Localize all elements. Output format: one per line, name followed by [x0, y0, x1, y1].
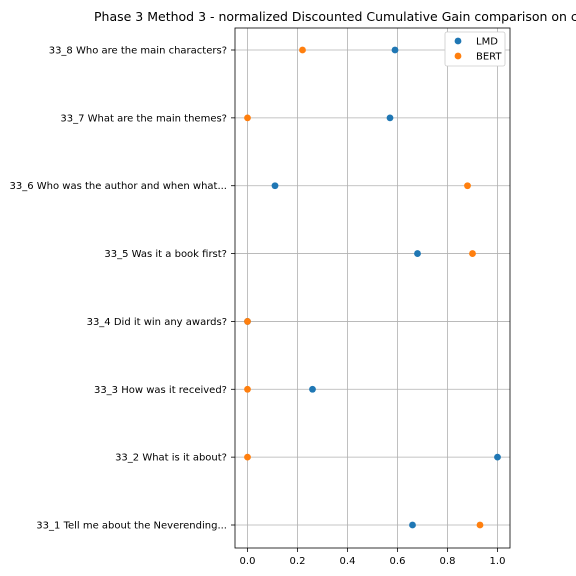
point-lmd-2 [271, 182, 279, 190]
y-category-label: 33_1 Tell me about the Neverending... [36, 521, 227, 532]
y-category-label: 33_3 How was it received? [94, 385, 227, 396]
point-bert-0 [299, 46, 306, 54]
y-category-label: 33_8 Who are the main characters? [49, 46, 227, 57]
legend-marker-lmd [454, 37, 462, 45]
y-category-label: 33_5 Was it a book first? [104, 249, 227, 260]
legend-marker-bert [454, 52, 462, 60]
x-tick-label: 1.0 [490, 556, 506, 567]
x-tick-label: 0.8 [440, 556, 456, 567]
point-bert-4 [244, 318, 251, 325]
point-bert-2 [464, 182, 471, 190]
point-bert-7 [476, 521, 484, 529]
x-tick-label: 0.6 [390, 556, 406, 567]
point-bert-3 [469, 250, 476, 257]
label-layer: 0.0 0.2 0.4 0.6 0.8 1.0 33_8 Who are the main … [10, 46, 506, 568]
point-lmd-0 [391, 46, 399, 54]
legend: LMD BERT [444, 31, 506, 67]
point-lmd-3 [414, 250, 421, 257]
y-category-label: 33_4 Did it win any awards? [87, 317, 227, 328]
point-lmd-5 [309, 385, 316, 393]
grid-layer [231, 28, 510, 552]
x-tick-label: 0.2 [290, 556, 306, 567]
y-category-label: 33_7 What are the main themes? [60, 113, 227, 124]
y-category-label: 33_6 Who was the author and when what... [10, 181, 228, 192]
chart-title: Phase 3 Method 3 - normalized Discounted… [94, 9, 576, 24]
plot-frame [234, 27, 511, 549]
legend-label-bert: BERT [476, 52, 502, 63]
legend-label-lmd: LMD [476, 37, 498, 48]
point-lmd-1 [386, 114, 394, 122]
point-bert-5 [244, 385, 251, 393]
point-bert-1 [244, 114, 251, 122]
point-lmd-6 [494, 453, 501, 461]
points-layer [244, 46, 501, 529]
y-category-label: 33_2 What is it about? [115, 453, 227, 464]
point-bert-6 [244, 453, 251, 461]
point-lmd-7 [409, 521, 416, 529]
x-tick-label: 0.4 [340, 556, 356, 567]
x-tick-label: 0.0 [240, 556, 256, 567]
